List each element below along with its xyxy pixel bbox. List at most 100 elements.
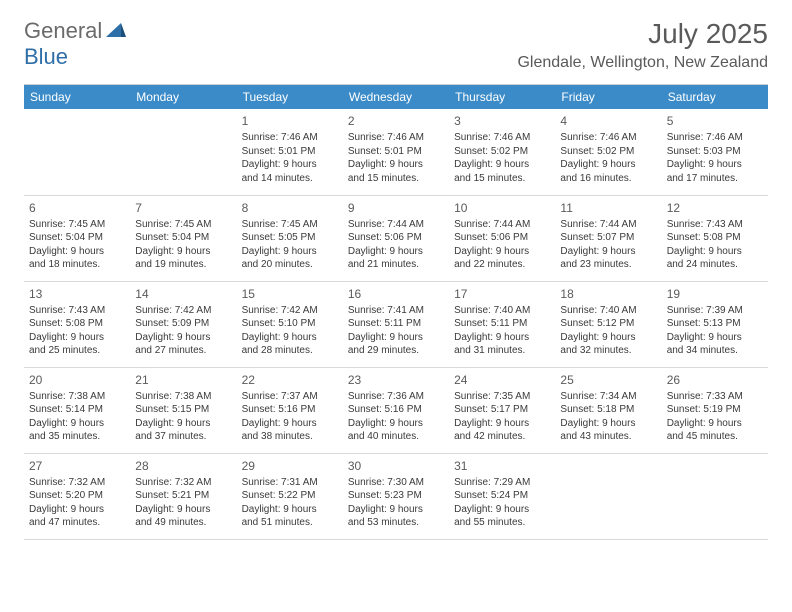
calendar-cell (24, 109, 130, 195)
sunset-text: Sunset: 5:19 PM (667, 403, 763, 417)
day-header: Friday (555, 85, 661, 109)
calendar-cell: 14Sunrise: 7:42 AMSunset: 5:09 PMDayligh… (130, 281, 236, 367)
daylight-text: and 29 minutes. (348, 344, 444, 358)
calendar-cell: 6Sunrise: 7:45 AMSunset: 5:04 PMDaylight… (24, 195, 130, 281)
calendar-cell: 19Sunrise: 7:39 AMSunset: 5:13 PMDayligh… (662, 281, 768, 367)
daylight-text: and 53 minutes. (348, 516, 444, 530)
daylight-text: and 45 minutes. (667, 430, 763, 444)
daylight-text: and 35 minutes. (29, 430, 125, 444)
daylight-text: Daylight: 9 hours (454, 245, 550, 259)
daylight-text: Daylight: 9 hours (560, 331, 656, 345)
day-header: Thursday (449, 85, 555, 109)
daylight-text: Daylight: 9 hours (667, 158, 763, 172)
daylight-text: Daylight: 9 hours (667, 245, 763, 259)
sunrise-text: Sunrise: 7:37 AM (242, 390, 338, 404)
daylight-text: and 19 minutes. (135, 258, 231, 272)
day-header: Wednesday (343, 85, 449, 109)
day-number: 9 (348, 200, 444, 216)
sunrise-text: Sunrise: 7:29 AM (454, 476, 550, 490)
sunrise-text: Sunrise: 7:39 AM (667, 304, 763, 318)
sunset-text: Sunset: 5:16 PM (348, 403, 444, 417)
daylight-text: Daylight: 9 hours (560, 245, 656, 259)
calendar-cell: 9Sunrise: 7:44 AMSunset: 5:06 PMDaylight… (343, 195, 449, 281)
sunset-text: Sunset: 5:10 PM (242, 317, 338, 331)
calendar-cell: 12Sunrise: 7:43 AMSunset: 5:08 PMDayligh… (662, 195, 768, 281)
day-number: 21 (135, 372, 231, 388)
daylight-text: and 22 minutes. (454, 258, 550, 272)
daylight-text: Daylight: 9 hours (348, 503, 444, 517)
day-number: 25 (560, 372, 656, 388)
calendar-row: 1 Sunrise: 7:46 AM Sunset: 5:01 PM Daylight… (24, 109, 768, 195)
day-number: 11 (560, 200, 656, 216)
daylight-text: and 43 minutes. (560, 430, 656, 444)
calendar-body: 1 Sunrise: 7:46 AM Sunset: 5:01 PM Daylight… (24, 109, 768, 539)
daylight-text: Daylight: 9 hours (454, 417, 550, 431)
daylight-text: and 14 minutes. (242, 172, 338, 186)
calendar-cell: 7Sunrise: 7:45 AMSunset: 5:04 PMDaylight… (130, 195, 236, 281)
daylight-text: Daylight: 9 hours (135, 245, 231, 259)
day-number: 31 (454, 458, 550, 474)
daylight-text: and 18 minutes. (29, 258, 125, 272)
sunset-text: Sunset: 5:12 PM (560, 317, 656, 331)
daylight-text: and 27 minutes. (135, 344, 231, 358)
daylight-text: and 25 minutes. (29, 344, 125, 358)
sunrise-text: Sunrise: 7:33 AM (667, 390, 763, 404)
daylight-text: and 47 minutes. (29, 516, 125, 530)
calendar-cell: 4Sunrise: 7:46 AMSunset: 5:02 PMDaylight… (555, 109, 661, 195)
sunset-text: Sunset: 5:08 PM (29, 317, 125, 331)
logo: General (24, 18, 128, 44)
calendar-cell: 26 Sunrise: 7:33 AMSunset: 5:19 PMDayligh… (662, 367, 768, 453)
daylight-text: and 40 minutes. (348, 430, 444, 444)
sunrise-text: Sunrise: 7:44 AM (560, 218, 656, 232)
sunrise-text: Sunrise: 7:45 AM (242, 218, 338, 232)
sunset-text: Sunset: 5:22 PM (242, 489, 338, 503)
calendar-cell: 25Sunrise: 7:34 AMSunset: 5:18 PMDayligh… (555, 367, 661, 453)
calendar-cell: 1Sunrise: 7:46 AMSunset: 5:01 PMDaylight… (237, 109, 343, 195)
daylight-text: Daylight: 9 hours (667, 417, 763, 431)
day-number: 14 (135, 286, 231, 302)
daylight-text: Daylight: 9 hours (135, 331, 231, 345)
sunset-text: Sunset: 5:16 PM (242, 403, 338, 417)
daylight-text: Daylight: 9 hours (454, 331, 550, 345)
header: General July 2025 Glendale, Wellington, … (24, 18, 768, 72)
day-number: 5 (667, 113, 763, 129)
logo-text-blue: Blue (24, 44, 68, 69)
day-number: 8 (242, 200, 338, 216)
day-number: 3 (454, 113, 550, 129)
calendar-cell (130, 109, 236, 195)
sunset-text: Sunset: 5:20 PM (29, 489, 125, 503)
daylight-text: Daylight: 9 hours (454, 158, 550, 172)
calendar-cell: 30Sunrise: 7:30 AMSunset: 5:23 PMDayligh… (343, 453, 449, 539)
sunrise-text: Sunrise: 7:36 AM (348, 390, 444, 404)
sunset-text: Sunset: 5:01 PM (242, 145, 338, 159)
daylight-text: Daylight: 9 hours (242, 245, 338, 259)
day-number: 4 (560, 113, 656, 129)
day-number: 1 (242, 113, 338, 129)
calendar-cell: 31Sunrise: 7:29 AMSunset: 5:24 PMDayligh… (449, 453, 555, 539)
daylight-text: Daylight: 9 hours (560, 158, 656, 172)
sunset-text: Sunset: 5:08 PM (667, 231, 763, 245)
day-number: 29 (242, 458, 338, 474)
daylight-text: and 28 minutes. (242, 344, 338, 358)
calendar-cell: 18Sunrise: 7:40 AMSunset: 5:12 PMDayligh… (555, 281, 661, 367)
sunrise-text: Sunrise: 7:43 AM (667, 218, 763, 232)
logo-blue-wrapper: Blue (24, 44, 68, 70)
sunset-text: Sunset: 5:04 PM (29, 231, 125, 245)
location: Glendale, Wellington, New Zealand (517, 54, 768, 72)
sunset-text: Sunset: 5:23 PM (348, 489, 444, 503)
sunset-text: Sunset: 5:02 PM (454, 145, 550, 159)
sunrise-text: Sunrise: 7:40 AM (560, 304, 656, 318)
day-number: 26 (667, 372, 763, 388)
calendar-cell: 3Sunrise: 7:46 AMSunset: 5:02 PMDaylight… (449, 109, 555, 195)
sunset-text: Sunset: 5:18 PM (560, 403, 656, 417)
calendar-cell: 17Sunrise: 7:40 AMSunset: 5:11 PMDayligh… (449, 281, 555, 367)
daylight-text: Daylight: 9 hours (560, 417, 656, 431)
daylight-text: Daylight: 9 hours (135, 503, 231, 517)
sunrise-text: Sunrise: 7:46 AM (667, 131, 763, 145)
day-header: Saturday (662, 85, 768, 109)
sunrise-text: Sunrise: 7:44 AM (454, 218, 550, 232)
sunrise-text: Sunrise: 7:43 AM (29, 304, 125, 318)
daylight-text: and 42 minutes. (454, 430, 550, 444)
sunset-text: Sunset: 5:05 PM (242, 231, 338, 245)
daylight-text: Daylight: 9 hours (348, 245, 444, 259)
